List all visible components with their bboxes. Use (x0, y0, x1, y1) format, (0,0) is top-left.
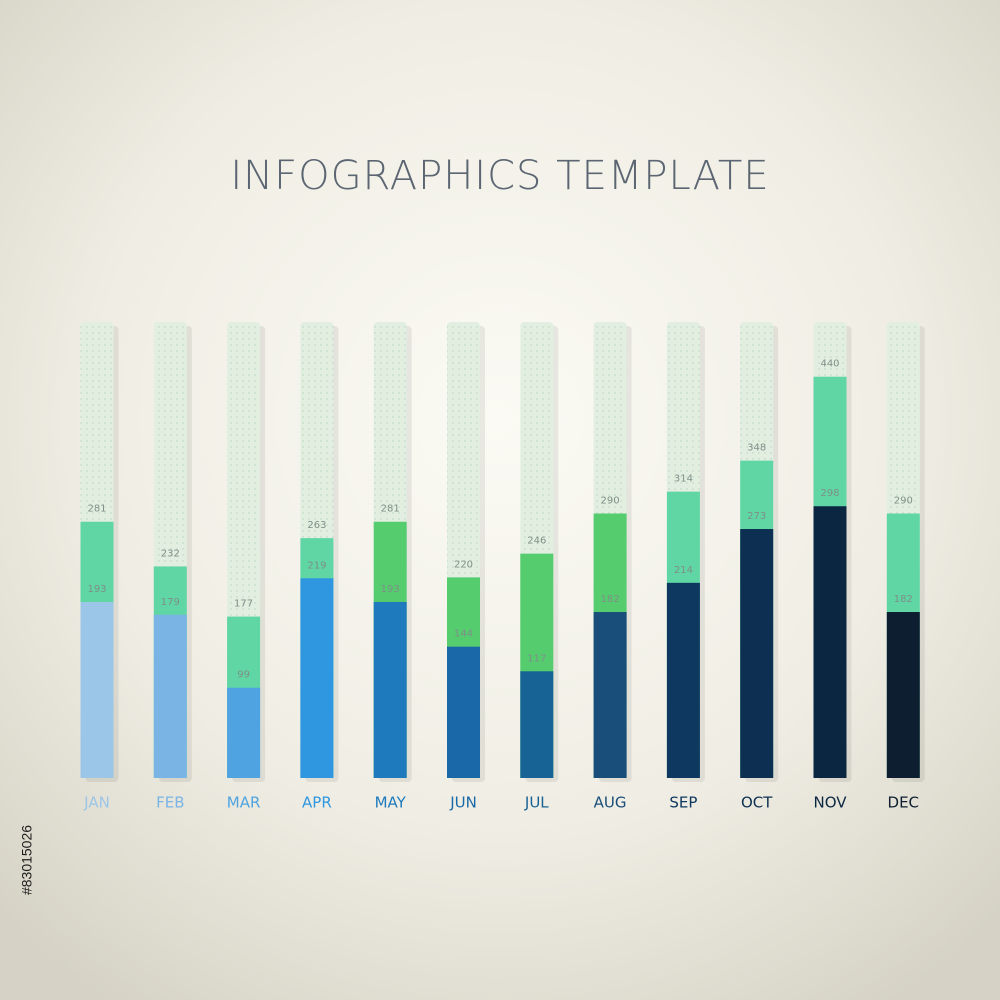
value-label: 263 (307, 520, 326, 531)
value-label: 281 (381, 504, 400, 515)
x-tick-label: SEP (669, 794, 697, 812)
x-tick-label: JAN (83, 794, 110, 812)
value-label: 298 (820, 488, 839, 499)
value-label: 117 (527, 653, 546, 664)
x-tick-label: APR (302, 794, 332, 812)
value-label: 182 (894, 594, 913, 605)
x-tick-label: JUN (449, 794, 477, 812)
value-label: 290 (601, 496, 620, 507)
bar (447, 646, 480, 778)
bar (666, 582, 700, 778)
x-tick-label: JUL (524, 794, 549, 812)
plot: 281 193 JAN 232 179 FEB 177 99 MAR 263 219 APR 281 19… (80, 322, 925, 812)
value-label: 144 (454, 629, 473, 640)
value-label: 179 (161, 597, 180, 608)
bar (227, 687, 261, 778)
image-id: #83015026 (19, 825, 35, 895)
value-label: 214 (674, 565, 693, 576)
value-label: 348 (747, 443, 766, 454)
bar (300, 578, 334, 778)
x-tick-label: DEC (888, 794, 920, 812)
bar (80, 601, 114, 778)
value-label: 220 (454, 559, 473, 570)
value-label: 246 (527, 536, 546, 547)
bar (813, 506, 847, 778)
value-label: 99 (237, 670, 250, 681)
x-tick-label: MAY (375, 794, 407, 812)
x-tick-label: FEB (156, 794, 184, 812)
value-label: 177 (234, 599, 253, 610)
x-tick-label: NOV (813, 794, 847, 812)
value-label: 193 (87, 584, 106, 595)
bar (520, 671, 554, 778)
x-tick-label: MAR (227, 794, 261, 812)
value-label: 281 (87, 504, 106, 515)
value-label: 182 (601, 594, 620, 605)
value-label: 440 (820, 359, 839, 370)
bar (740, 529, 774, 778)
x-tick-label: AUG (594, 794, 627, 812)
x-tick-label: OCT (741, 794, 773, 812)
bar (886, 612, 920, 778)
value-label: 314 (674, 474, 693, 485)
value-label: 232 (161, 548, 180, 559)
value-label: 273 (747, 511, 766, 522)
value-label: 290 (894, 496, 913, 507)
value-label: 219 (307, 560, 326, 571)
bar (373, 601, 407, 778)
bar (153, 614, 187, 778)
bar (593, 612, 627, 778)
value-label: 193 (381, 584, 400, 595)
chart-title: INFOGRAPHICS TEMPLATE (230, 153, 769, 199)
